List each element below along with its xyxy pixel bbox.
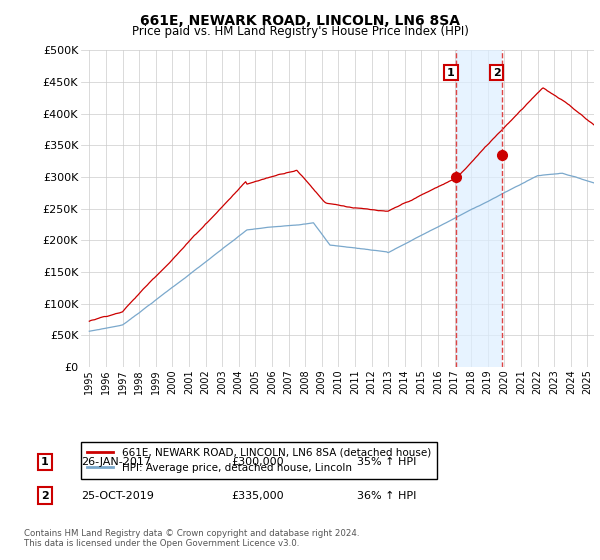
Text: Contains HM Land Registry data © Crown copyright and database right 2024.
This d: Contains HM Land Registry data © Crown c… (24, 529, 359, 548)
Text: 1: 1 (447, 68, 455, 77)
Text: 2: 2 (41, 491, 49, 501)
Text: 35% ↑ HPI: 35% ↑ HPI (357, 457, 416, 467)
Text: 25-OCT-2019: 25-OCT-2019 (81, 491, 154, 501)
Text: 1: 1 (41, 457, 49, 467)
Legend: 661E, NEWARK ROAD, LINCOLN, LN6 8SA (detached house), HPI: Average price, detach: 661E, NEWARK ROAD, LINCOLN, LN6 8SA (det… (81, 442, 437, 479)
Bar (456, 50, 502, 367)
Text: Price paid vs. HM Land Registry's House Price Index (HPI): Price paid vs. HM Land Registry's House … (131, 25, 469, 38)
Text: 661E, NEWARK ROAD, LINCOLN, LN6 8SA: 661E, NEWARK ROAD, LINCOLN, LN6 8SA (140, 14, 460, 28)
Text: £300,000: £300,000 (231, 457, 284, 467)
Text: 26-JAN-2017: 26-JAN-2017 (81, 457, 151, 467)
Text: 2: 2 (493, 68, 500, 77)
Text: £335,000: £335,000 (231, 491, 284, 501)
Text: 36% ↑ HPI: 36% ↑ HPI (357, 491, 416, 501)
